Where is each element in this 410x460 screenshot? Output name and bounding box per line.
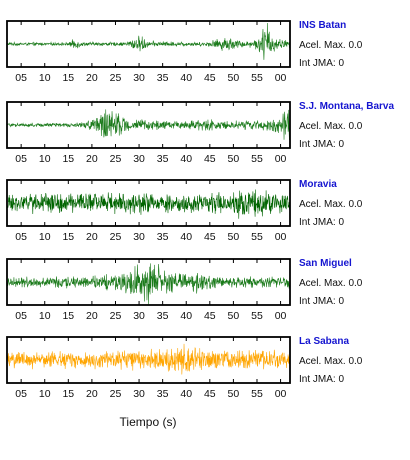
x-tick-label: 00	[275, 388, 287, 400]
x-tick-label: 30	[133, 388, 145, 400]
seismogram-panel: 05 10 15 20 25 30 35 40 45 50 55 00	[6, 336, 291, 400]
x-tick-label: 50	[228, 231, 240, 243]
x-tick-label: 15	[62, 231, 74, 243]
x-tick-label: 40	[180, 153, 192, 165]
waveform-series	[7, 343, 290, 375]
x-tick-label: 35	[157, 231, 169, 243]
x-tick-label: 35	[157, 153, 169, 165]
x-tick-label: 20	[86, 310, 98, 322]
x-tick-label: 55	[251, 153, 263, 165]
x-tick-label: 00	[275, 153, 287, 165]
x-tick-label: 15	[62, 153, 74, 165]
x-tick-label: 25	[110, 310, 122, 322]
x-tick-label: 05	[15, 72, 27, 84]
plot-frame	[6, 20, 291, 68]
x-tick-label: 30	[133, 72, 145, 84]
x-tick-label: 35	[157, 72, 169, 84]
x-tick-label: 40	[180, 72, 192, 84]
jma-intensity: Int JMA: 0	[299, 217, 345, 228]
x-tick-label: 50	[228, 388, 240, 400]
x-tick-label: 10	[39, 231, 51, 243]
x-tick-label: 35	[157, 388, 169, 400]
waveform-series	[7, 109, 290, 140]
x-tick-label: 05	[15, 388, 27, 400]
plot-frame	[6, 258, 291, 306]
x-tick-label: 50	[228, 153, 240, 165]
plot-frame	[6, 336, 291, 384]
x-tick-label: 20	[86, 153, 98, 165]
x-tick-label: 45	[204, 153, 216, 165]
waveform-series	[7, 263, 290, 305]
x-tick-label: 55	[251, 231, 263, 243]
x-tick-label: 05	[15, 153, 27, 165]
x-tick-label: 05	[15, 231, 27, 243]
station-name: Moravia	[299, 179, 337, 190]
plot-frame	[6, 179, 291, 227]
x-tick-label: 25	[110, 231, 122, 243]
x-tick-label: 20	[86, 388, 98, 400]
x-tick-label: 15	[62, 388, 74, 400]
x-tick-label: 30	[133, 153, 145, 165]
x-tick-label: 45	[204, 310, 216, 322]
station-name: INS Batan	[299, 20, 347, 31]
x-tick-label: 25	[110, 388, 122, 400]
x-tick-label: 40	[180, 310, 192, 322]
seismogram-panel: 05 10 15 20 25 30 35 40 45 50 55 00	[6, 20, 291, 84]
seismogram-panel: 05 10 15 20 25 30 35 40 45 50 55 00	[6, 258, 291, 322]
x-tick-label: 05	[15, 310, 27, 322]
x-tick-label: 45	[204, 72, 216, 84]
x-tick-label: 45	[204, 231, 216, 243]
x-tick-label: 55	[251, 72, 263, 84]
x-tick-label: 10	[39, 153, 51, 165]
x-tick-label: 10	[39, 388, 51, 400]
x-tick-label: 25	[110, 153, 122, 165]
x-tick-label: 45	[204, 388, 216, 400]
x-tick-label: 00	[275, 310, 287, 322]
station-name: La Sabana	[299, 336, 350, 347]
x-tick-label: 15	[62, 310, 74, 322]
jma-intensity: Int JMA: 0	[299, 374, 345, 385]
x-tick-label: 55	[251, 388, 263, 400]
x-tick-label: 30	[133, 310, 145, 322]
x-tick-label: 30	[133, 231, 145, 243]
x-tick-label: 50	[228, 310, 240, 322]
max-acceleration: Acel. Max. 0.0	[299, 356, 363, 367]
x-tick-label: 15	[62, 72, 74, 84]
x-tick-label: 55	[251, 310, 263, 322]
jma-intensity: Int JMA: 0	[299, 58, 345, 69]
max-acceleration: Acel. Max. 0.0	[299, 199, 363, 210]
station-name: S.J. Montana, Barva	[299, 101, 395, 112]
x-tick-label: 20	[86, 231, 98, 243]
x-tick-label: 20	[86, 72, 98, 84]
max-acceleration: Acel. Max. 0.0	[299, 121, 363, 132]
x-tick-label: 10	[39, 72, 51, 84]
x-tick-label: 35	[157, 310, 169, 322]
plot-frame	[6, 101, 291, 149]
seismogram-panel: 05 10 15 20 25 30 35 40 45 50 55 00	[6, 179, 291, 243]
seismogram-panel: 05 10 15 20 25 30 35 40 45 50 55 00	[6, 101, 291, 165]
max-acceleration: Acel. Max. 0.0	[299, 40, 363, 51]
x-tick-label: 50	[228, 72, 240, 84]
x-tick-label: 25	[110, 72, 122, 84]
station-name: San Miguel	[299, 258, 352, 269]
max-acceleration: Acel. Max. 0.0	[299, 278, 363, 289]
waveform-series	[7, 189, 290, 219]
x-tick-label: 10	[39, 310, 51, 322]
jma-intensity: Int JMA: 0	[299, 296, 345, 307]
x-tick-label: 40	[180, 388, 192, 400]
x-tick-label: 00	[275, 72, 287, 84]
jma-intensity: Int JMA: 0	[299, 139, 345, 150]
x-axis-label: Tiempo (s)	[119, 415, 177, 429]
waveform-series	[7, 22, 290, 60]
x-tick-label: 00	[275, 231, 287, 243]
x-tick-label: 40	[180, 231, 192, 243]
